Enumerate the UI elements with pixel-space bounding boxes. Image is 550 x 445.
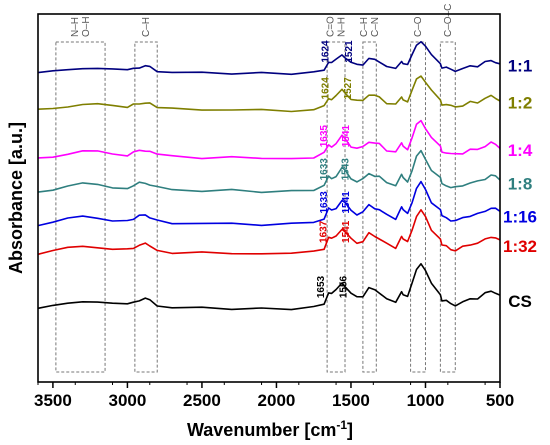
series-line-1:16 [37, 180, 501, 227]
band-label: C–O [413, 16, 424, 37]
peak-label: 1541 [341, 191, 352, 214]
peak-label: 1556 [339, 275, 350, 298]
peak-label: 1624 [320, 40, 331, 63]
peak-label: 1633 [319, 158, 330, 181]
y-axis-title: Absorbance [a.u.] [6, 122, 26, 274]
peak-label: 1633 [319, 191, 330, 214]
series-label: 1:32 [503, 237, 537, 256]
peak-label: 1653 [316, 275, 327, 298]
peak-label: 1541 [341, 220, 352, 243]
x-tick-label: 1500 [332, 391, 370, 410]
series-label: 1:1 [508, 57, 533, 76]
peak-label: 1541 [341, 125, 352, 148]
band-region-1 [134, 41, 158, 373]
peak-label: 1521 [344, 40, 355, 63]
series-label: CS [508, 292, 532, 311]
x-axis-title-sup: -1 [336, 418, 347, 432]
band-label: C–H [359, 17, 370, 37]
series-line-1:32 [37, 209, 501, 256]
peak-label: 1624 [320, 77, 331, 100]
x-tick-label: 3000 [109, 391, 147, 410]
peak-label: 1527 [343, 77, 354, 100]
peak-label: 1635 [319, 125, 330, 148]
series-label: 1:16 [503, 207, 537, 226]
series-line-1:2 [37, 75, 501, 113]
band-region-2 [326, 41, 346, 373]
x-tick-label: 500 [486, 391, 514, 410]
series-line-1:4 [37, 119, 501, 160]
x-tick-label: 2000 [258, 391, 296, 410]
series-line-1:1 [37, 40, 501, 76]
series-label: 1:2 [508, 93, 533, 112]
series-line-1:8 [37, 149, 501, 194]
plot-frame [37, 13, 501, 383]
band-label: C–H [141, 17, 152, 37]
x-axis-title-end: ] [347, 420, 353, 440]
band-region-5 [439, 41, 456, 373]
peak-label: 1543 [341, 158, 352, 181]
plot-area: 1:1 1624 1521 1:2 1624 1527 1:4 1635 1541 1:8 1633… [37, 40, 537, 311]
series-line-CS [37, 263, 501, 311]
series-label: 1:8 [508, 174, 533, 193]
band-label: C=O [326, 16, 337, 37]
band-region-3 [362, 41, 377, 373]
x-axis-title-main: Wavenumber [cm [187, 420, 336, 440]
band-region-4 [410, 41, 426, 373]
x-tick-label: 1000 [407, 391, 445, 410]
x-tick-label: 3500 [34, 391, 72, 410]
band-label: O–H [81, 16, 92, 37]
x-axis-title: Wavenumber [cm-1] [187, 418, 353, 440]
x-tick-label: 2500 [183, 391, 221, 410]
x-axis-ticks: 3500 3000 2500 2000 1500 1000 500 [34, 382, 514, 410]
band-regions: N–H O–H C–H C=O N–H C–H C–N C–O C–O–C [55, 4, 456, 373]
band-label: C–N [370, 17, 381, 37]
band-label: C–O–C [443, 4, 454, 37]
series-label: 1:4 [508, 141, 533, 160]
band-label: N–H [337, 17, 348, 37]
band-label: N–H [70, 17, 81, 37]
peak-label: 1637 [319, 220, 330, 243]
